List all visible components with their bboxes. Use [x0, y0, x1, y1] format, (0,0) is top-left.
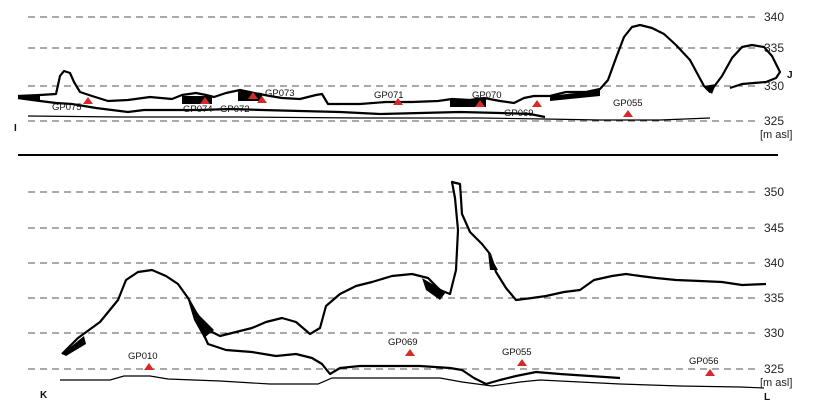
station-marker-gp056: [705, 369, 715, 376]
station-label-gp070: GP070: [472, 90, 502, 101]
tick-label-325: 325: [764, 362, 784, 376]
station-marker-gp072: [248, 92, 258, 99]
section-start-label: I: [14, 123, 17, 134]
station-marker-gp055: [623, 110, 633, 117]
station-marker-gp055: [517, 359, 527, 366]
station-label-gp071: GP071: [374, 90, 404, 101]
station-marker-gp070: [475, 100, 485, 107]
station-label-gp010: GP010: [128, 351, 158, 362]
section-end-label: L: [764, 392, 770, 401]
station-label-gp069: GP069: [388, 337, 418, 348]
tick-label-330: 330: [764, 326, 784, 340]
passage-base-line-bottom: [60, 375, 765, 389]
station-label-gp073: GP073: [265, 88, 295, 99]
unit-label: [m asl]: [760, 377, 792, 389]
station-marker-gp069: [532, 100, 542, 107]
station-marker-gp073: [257, 96, 267, 103]
station-label-gp072: GP072: [220, 104, 250, 115]
tick-label-340: 340: [764, 256, 784, 270]
bottom-panel: 350 345 340 335 330 325 [m asl] K L GP01…: [28, 180, 792, 401]
passage-floor-top: [17, 96, 546, 119]
tick-label-325: 325: [764, 114, 784, 128]
sediment-fill-top: [18, 84, 716, 107]
passage-profile-bottom: [61, 180, 767, 355]
tick-label-330: 330: [764, 79, 784, 93]
station-label-gp055: GP055: [502, 347, 532, 358]
top-panel: 340 335 330 325 [m asl] I J GP075 GP074 …: [14, 10, 793, 141]
sediment-fill-bottom: [62, 252, 498, 356]
station-marker-gp010: [144, 363, 154, 370]
station-label-gp075: GP075: [52, 102, 82, 113]
station-label-gp056: GP056: [689, 356, 719, 367]
tick-label-345: 345: [764, 221, 784, 235]
station-label-gp069: GP069: [504, 108, 534, 119]
station-label-gp074: GP074: [183, 104, 213, 115]
unit-label: [m asl]: [760, 129, 792, 141]
section-start-label: K: [40, 390, 48, 401]
station-marker-gp071: [393, 98, 403, 105]
station-marker-gp075: [83, 97, 93, 104]
station-marker-gp069: [405, 349, 415, 356]
station-label-gp055: GP055: [613, 98, 643, 109]
station-marker-gp074: [200, 97, 210, 104]
station-markers-top: GP075 GP074 GP072 GP073 GP071 GP070 GP06…: [52, 88, 643, 119]
tick-label-350: 350: [764, 185, 784, 199]
passage-floor-bottom: [196, 321, 621, 386]
section-end-label: J: [787, 70, 793, 81]
tick-label-340: 340: [764, 10, 784, 24]
station-markers-bottom: GP010 GP069 GP055 GP056: [128, 337, 719, 376]
tick-label-335: 335: [764, 41, 784, 55]
tick-label-335: 335: [764, 291, 784, 305]
passage-base-line-top: [27, 115, 711, 121]
